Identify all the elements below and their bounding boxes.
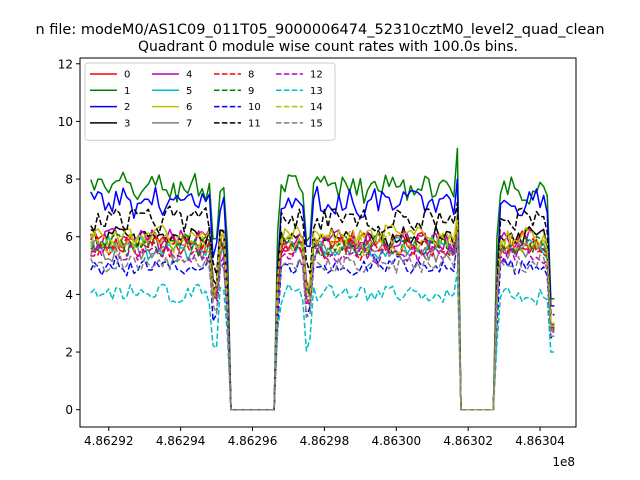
legend-label-0: 0	[124, 70, 130, 81]
plot-frame	[79, 57, 577, 428]
legend-label-13: 13	[310, 86, 323, 97]
legend-label-4: 4	[186, 70, 192, 81]
legend-label-8: 8	[248, 70, 254, 81]
x-tick-label: 4.86292	[84, 434, 134, 448]
legend-label-1: 1	[124, 86, 130, 97]
figure-suptitle: n file: modeM0/AS1C09_011T05_9000006474_…	[35, 22, 604, 38]
legend-frame	[84, 62, 336, 141]
y-axis: 0 2 4 6 8 10 12	[58, 57, 80, 417]
x-tick-label: 4.86300	[371, 434, 421, 448]
legend-label-3: 3	[124, 118, 130, 129]
legend-label-5: 5	[186, 86, 192, 97]
series-line-13	[90, 270, 555, 411]
y-tick-label: 2	[65, 346, 73, 360]
legend-label-12: 12	[310, 70, 323, 81]
legend-label-11: 11	[248, 118, 261, 129]
y-tick-label: 10	[58, 115, 73, 129]
series-line-10	[90, 238, 555, 411]
legend-label-2: 2	[124, 102, 130, 113]
chart-title: Quadrant 0 module wise count rates with …	[138, 39, 518, 55]
x-tick-label: 4.86302	[443, 434, 493, 448]
series-layer	[90, 147, 555, 411]
x-tick-label: 4.86298	[300, 434, 350, 448]
series-line-15	[90, 236, 555, 411]
series-line-11	[90, 201, 555, 411]
y-tick-label: 6	[65, 230, 73, 244]
y-tick-label: 0	[65, 403, 73, 417]
legend-label-6: 6	[186, 102, 192, 113]
series-line-1	[90, 147, 555, 411]
legend-label-15: 15	[310, 118, 323, 129]
series-line-12	[90, 230, 555, 411]
y-tick-label: 4	[65, 288, 73, 302]
legend-label-7: 7	[186, 118, 192, 129]
y-tick-label: 8	[65, 173, 73, 187]
x-axis: 4.86292 4.86294 4.86296 4.86298 4.86300 4.863…	[84, 427, 565, 448]
y-tick-label: 12	[58, 57, 73, 71]
x-tick-label: 4.86296	[228, 434, 278, 448]
legend-label-14: 14	[310, 102, 323, 113]
x-tick-label: 4.86294	[156, 434, 206, 448]
x-tick-label: 4.86304	[515, 434, 565, 448]
x-offset-label: 1e8	[552, 455, 575, 469]
legend-label-10: 10	[248, 102, 261, 113]
legend-label-9: 9	[248, 86, 254, 97]
